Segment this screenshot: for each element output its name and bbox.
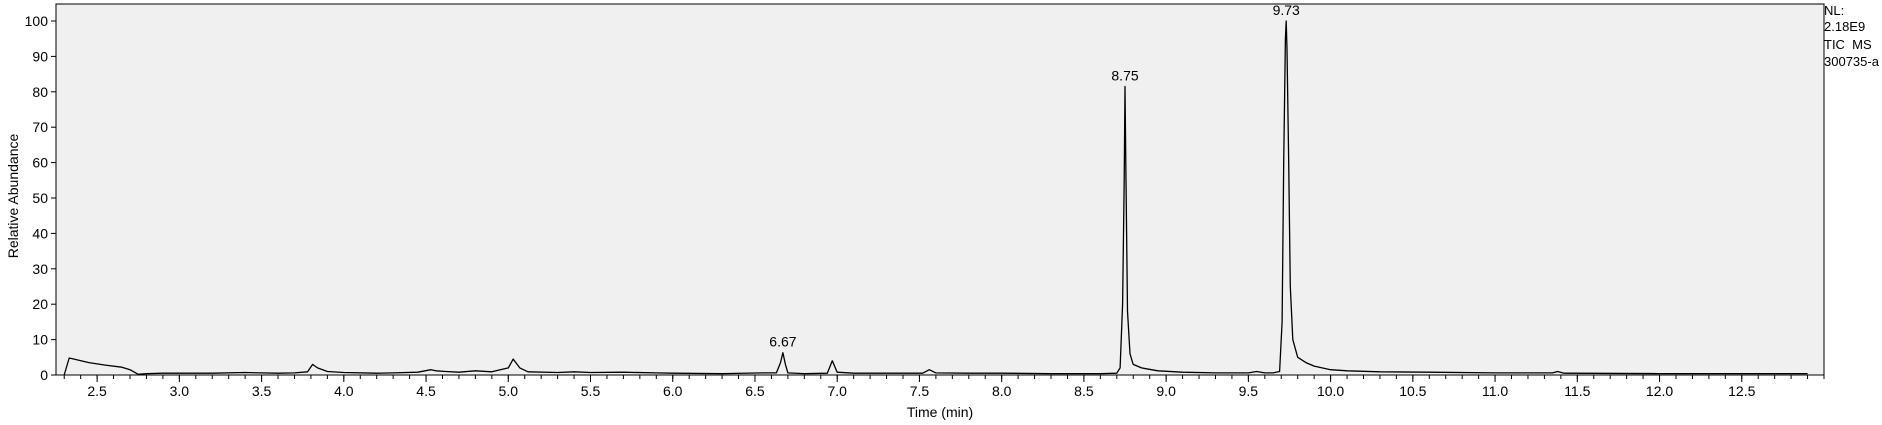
- x-tick-label: 7.5: [910, 383, 930, 399]
- y-tick-label: 30: [32, 261, 48, 277]
- x-tick-label: 6.0: [663, 383, 683, 399]
- x-tick-label: 8.5: [1074, 383, 1094, 399]
- y-axis-label: Relative Abundance: [5, 134, 21, 259]
- peak-label: 9.73: [1273, 2, 1300, 18]
- peak-labels: 6.67 8.75 9.73: [769, 2, 1300, 350]
- scan-filter: TIC MS: [1824, 37, 1872, 52]
- nl-label: NL:: [1824, 3, 1845, 18]
- x-tick-label: 12.5: [1728, 383, 1755, 399]
- x-tick-label: 6.5: [745, 383, 765, 399]
- y-axis: 0 10 20 30 40 50 60 70 80 90 100: [25, 13, 56, 383]
- nl-value: 2.18E9: [1824, 19, 1866, 34]
- y-tick-label: 50: [32, 190, 48, 206]
- x-tick-label: 11.5: [1564, 383, 1590, 399]
- y-tick-label: 0: [40, 367, 48, 383]
- file-name: 300735-a: [1824, 54, 1879, 69]
- x-axis-label: Time (min): [907, 404, 973, 420]
- x-tick-label: 12.0: [1646, 383, 1673, 399]
- peak-label: 8.75: [1111, 67, 1138, 83]
- x-tick-label: 11.0: [1482, 383, 1508, 399]
- x-tick-label: 3.5: [252, 383, 272, 399]
- x-tick-label: 4.0: [334, 383, 354, 399]
- x-axis: 2.5 3.0 3.5 4.0 4.5 5.0 5.5 6.0 6.5 7.0 7.5 8.0 8.5 9…: [63, 375, 1825, 399]
- x-tick-label: 5.0: [499, 383, 519, 399]
- y-tick-label: 10: [32, 332, 48, 348]
- x-tick-label: 10.5: [1399, 383, 1426, 399]
- x-tick-label: 7.0: [827, 383, 847, 399]
- y-tick-label: 100: [25, 13, 49, 29]
- x-tick-label: 9.5: [1239, 383, 1259, 399]
- x-tick-label: 5.5: [581, 383, 601, 399]
- y-tick-label: 40: [32, 225, 48, 241]
- y-tick-label: 90: [32, 48, 48, 64]
- x-tick-label: 9.0: [1156, 383, 1176, 399]
- tic-trace-line: [63, 20, 1808, 376]
- y-tick-label: 20: [32, 296, 48, 312]
- x-tick-label: 2.5: [87, 383, 107, 399]
- peak-label: 6.67: [769, 334, 796, 350]
- x-tick-label: 10.0: [1317, 383, 1344, 399]
- y-tick-label: 60: [32, 155, 48, 171]
- x-tick-label: 8.0: [992, 383, 1012, 399]
- y-tick-label: 80: [32, 84, 48, 100]
- y-tick-label: 70: [32, 119, 48, 135]
- x-tick-label: 4.5: [416, 383, 436, 399]
- plot-area: [55, 3, 1825, 376]
- x-tick-label: 3.0: [170, 383, 190, 399]
